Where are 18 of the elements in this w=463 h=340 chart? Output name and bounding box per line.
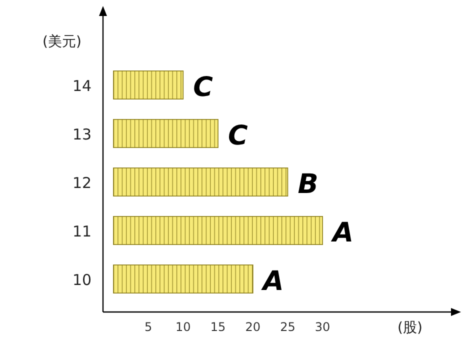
x-tick-label: 5 bbox=[144, 320, 152, 334]
y-tick-label: 12 bbox=[72, 174, 92, 192]
y-axis-title: (美元) bbox=[42, 34, 82, 50]
annotation: B bbox=[298, 169, 318, 200]
x-axis-title: (股) bbox=[398, 320, 422, 336]
x-tick-label: 30 bbox=[314, 320, 330, 334]
y-tick-label: 14 bbox=[72, 77, 92, 95]
x-tick-label: 25 bbox=[280, 320, 296, 334]
y-tick-label: 10 bbox=[72, 271, 92, 289]
annotation: A bbox=[260, 266, 284, 297]
annotation: C bbox=[228, 120, 248, 152]
x-tick-label: 10 bbox=[176, 320, 191, 334]
y-tick-label: 13 bbox=[72, 126, 92, 144]
y-tick-label: 11 bbox=[72, 222, 92, 240]
annotation: A bbox=[330, 218, 354, 248]
x-tick-label: 15 bbox=[210, 320, 226, 334]
x-tick-label: 20 bbox=[245, 320, 260, 334]
annotation: C bbox=[193, 72, 214, 103]
